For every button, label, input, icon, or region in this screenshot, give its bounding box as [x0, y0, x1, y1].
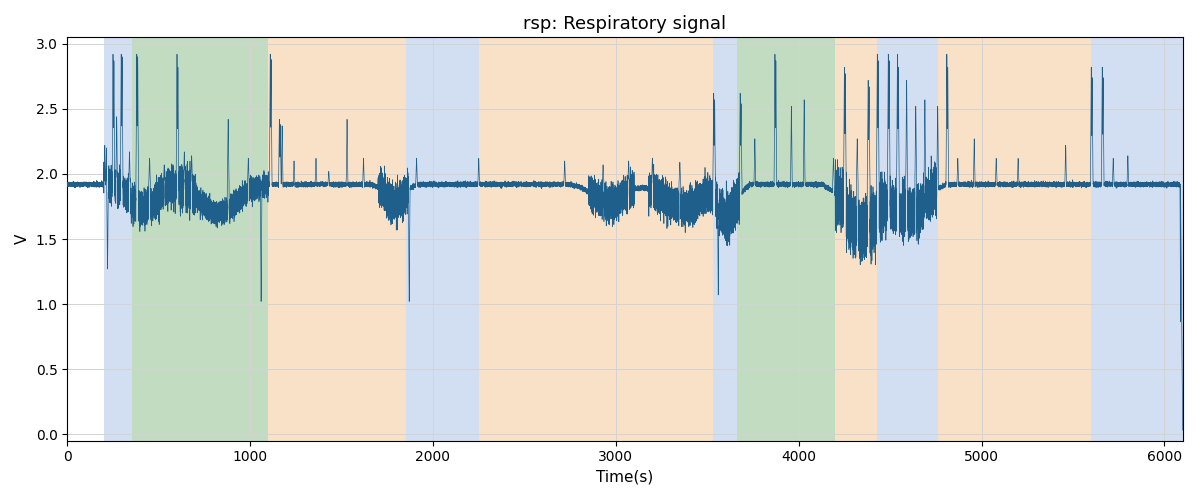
Bar: [835, 38, 877, 440]
X-axis label: Time(s): Time(s): [596, 470, 654, 485]
Title: rsp: Respiratory signal: rsp: Respiratory signal: [523, 15, 726, 33]
Bar: [1091, 38, 1183, 440]
Bar: [104, 38, 132, 440]
Bar: [132, 38, 269, 440]
Bar: [877, 38, 937, 440]
Bar: [737, 38, 835, 440]
Bar: [407, 38, 479, 440]
Bar: [479, 38, 713, 440]
Bar: [937, 38, 1091, 440]
Y-axis label: V: V: [16, 234, 30, 244]
Bar: [713, 38, 737, 440]
Bar: [269, 38, 407, 440]
